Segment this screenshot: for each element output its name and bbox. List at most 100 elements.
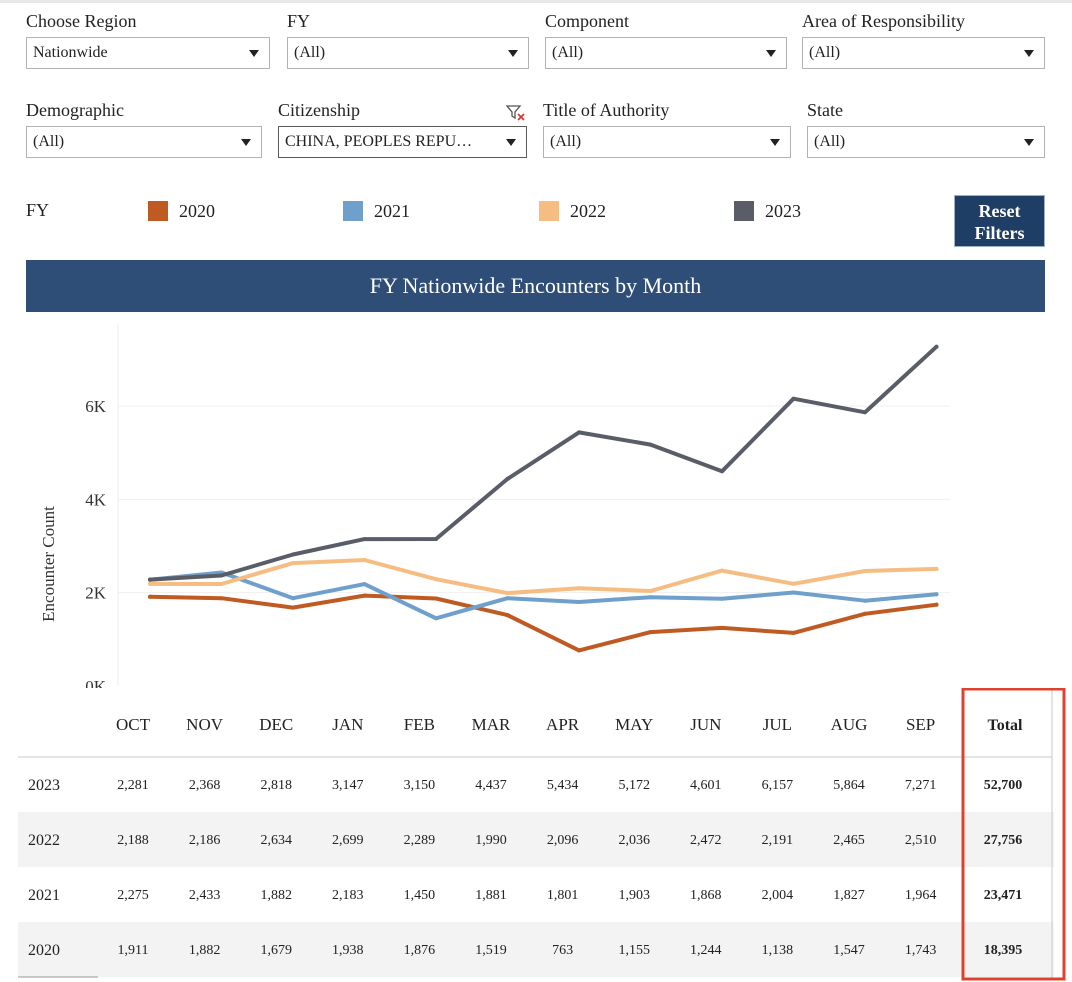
data-point-2022[interactable] xyxy=(148,581,152,586)
table-cell: 7,271 xyxy=(905,778,937,793)
data-point-2022[interactable] xyxy=(577,586,581,591)
data-point-2022[interactable] xyxy=(362,558,367,562)
data-point-2022[interactable] xyxy=(720,568,724,573)
data-point-2023[interactable] xyxy=(720,469,724,474)
month-header: JUN xyxy=(690,715,721,734)
citizenship-dropdown[interactable]: CHINA, PEOPLES REPU… xyxy=(278,126,527,158)
table-cell: 4,601 xyxy=(690,778,722,793)
table-cell: 1,138 xyxy=(762,943,794,958)
series-line-2021[interactable] xyxy=(148,570,939,621)
data-point-2023[interactable] xyxy=(291,552,295,557)
table-cell: 1,882 xyxy=(189,943,221,958)
component-dropdown[interactable]: (All) xyxy=(545,37,787,69)
data-point-2021[interactable] xyxy=(863,598,867,603)
data-point-2020[interactable] xyxy=(577,648,581,653)
row-year: 2022 xyxy=(28,832,60,849)
legend-item-2023[interactable]: 2023 xyxy=(734,200,834,222)
table-cell: 6,157 xyxy=(762,778,794,793)
data-point-2022[interactable] xyxy=(219,582,224,586)
data-point-2021[interactable] xyxy=(362,582,367,587)
title-authority-dropdown[interactable]: (All) xyxy=(543,126,791,158)
data-point-2023[interactable] xyxy=(362,537,367,542)
data-point-2023[interactable] xyxy=(934,344,939,349)
region-dropdown[interactable]: Nationwide xyxy=(26,37,270,69)
filter-citizenship: Citizenship CHINA, PEOPLES REPU… xyxy=(278,100,527,160)
legend-item-2022[interactable]: 2022 xyxy=(539,200,639,222)
data-point-2020[interactable] xyxy=(148,594,152,599)
table-cell: 2,191 xyxy=(762,833,794,848)
data-point-2020[interactable] xyxy=(505,613,510,618)
data-point-2020[interactable] xyxy=(648,630,653,635)
region-dropdown-value: Nationwide xyxy=(33,44,108,61)
table-row: 2022 2,188 2,186 2,634 2,699 2,289 1,990 2,096 2… xyxy=(28,832,1022,849)
data-point-2021[interactable] xyxy=(791,590,796,595)
data-point-2022[interactable] xyxy=(863,569,867,573)
month-header: MAR xyxy=(472,715,511,734)
row-total: 52,700 xyxy=(984,778,1023,793)
table-cell: 4,437 xyxy=(475,778,507,793)
fy-dropdown[interactable]: (All) xyxy=(287,37,529,69)
table-cell: 1,882 xyxy=(260,888,292,903)
data-point-2023[interactable] xyxy=(505,476,510,481)
data-point-2023[interactable] xyxy=(863,410,867,415)
data-point-2021[interactable] xyxy=(291,596,295,601)
data-point-2020[interactable] xyxy=(434,596,438,601)
table-cell: 1,155 xyxy=(618,943,650,958)
data-point-2022[interactable] xyxy=(648,589,653,593)
data-point-2020[interactable] xyxy=(934,602,939,607)
table-cell: 2,634 xyxy=(260,833,292,848)
table-cell: 2,281 xyxy=(117,778,149,793)
data-point-2022[interactable] xyxy=(791,581,796,586)
data-point-2021[interactable] xyxy=(434,616,438,621)
reset-filters-button[interactable]: Reset Filters xyxy=(954,195,1045,247)
data-point-2023[interactable] xyxy=(148,577,152,582)
table-row: 2020 1,911 1,882 1,679 1,938 1,876 1,519 763 1,1… xyxy=(28,942,1022,959)
state-dropdown[interactable]: (All) xyxy=(807,126,1045,158)
data-point-2022[interactable] xyxy=(505,591,510,596)
series-line-2022[interactable] xyxy=(148,558,939,596)
data-point-2023[interactable] xyxy=(219,573,224,578)
data-point-2020[interactable] xyxy=(219,596,224,601)
demographic-dropdown[interactable]: (All) xyxy=(26,126,262,158)
legend-item-2020[interactable]: 2020 xyxy=(148,200,248,222)
citizenship-dropdown-value: CHINA, PEOPLES REPU… xyxy=(285,133,473,150)
data-point-2020[interactable] xyxy=(791,630,796,635)
table-cell: 2,472 xyxy=(690,833,722,848)
data-point-2023[interactable] xyxy=(648,442,653,447)
table-cell: 1,868 xyxy=(690,888,722,903)
filter-demographic-label: Demographic xyxy=(26,100,124,120)
data-point-2020[interactable] xyxy=(291,605,295,610)
clear-filter-icon[interactable] xyxy=(506,104,526,122)
data-point-2022[interactable] xyxy=(434,577,438,582)
aor-dropdown-value: (All) xyxy=(809,44,841,61)
table-cell: 3,150 xyxy=(404,778,436,793)
data-point-2020[interactable] xyxy=(362,593,367,598)
legend-swatch-2020 xyxy=(148,201,168,221)
data-point-2020[interactable] xyxy=(863,611,867,616)
table-cell: 1,743 xyxy=(905,943,937,958)
data-point-2021[interactable] xyxy=(648,595,653,600)
series-line-2023[interactable] xyxy=(148,344,939,582)
data-point-2023[interactable] xyxy=(577,430,581,435)
aor-dropdown[interactable]: (All) xyxy=(802,37,1045,69)
data-point-2023[interactable] xyxy=(791,396,796,401)
table-cell: 2,699 xyxy=(332,833,364,848)
row-year: 2021 xyxy=(28,887,60,904)
data-point-2021[interactable] xyxy=(577,600,581,604)
filter-state: State (All) xyxy=(807,100,1045,160)
data-point-2023[interactable] xyxy=(434,537,438,541)
data-point-2022[interactable] xyxy=(291,561,295,566)
data-point-2021[interactable] xyxy=(934,592,939,597)
table-row: 2023 2,281 2,368 2,818 3,147 3,150 4,437 5,434 5… xyxy=(28,777,1022,794)
table-cell: 1,827 xyxy=(833,888,865,903)
data-point-2021[interactable] xyxy=(720,596,724,601)
chevron-down-icon xyxy=(508,50,518,57)
series-line-2020[interactable] xyxy=(148,593,939,653)
data-point-2022[interactable] xyxy=(934,566,939,571)
data-point-2021[interactable] xyxy=(505,596,510,601)
legend-item-2021[interactable]: 2021 xyxy=(343,200,443,222)
data-point-2020[interactable] xyxy=(720,625,724,630)
month-header: OCT xyxy=(116,715,151,734)
table-cell: 2,004 xyxy=(762,888,794,903)
table-cell: 5,864 xyxy=(833,778,865,793)
